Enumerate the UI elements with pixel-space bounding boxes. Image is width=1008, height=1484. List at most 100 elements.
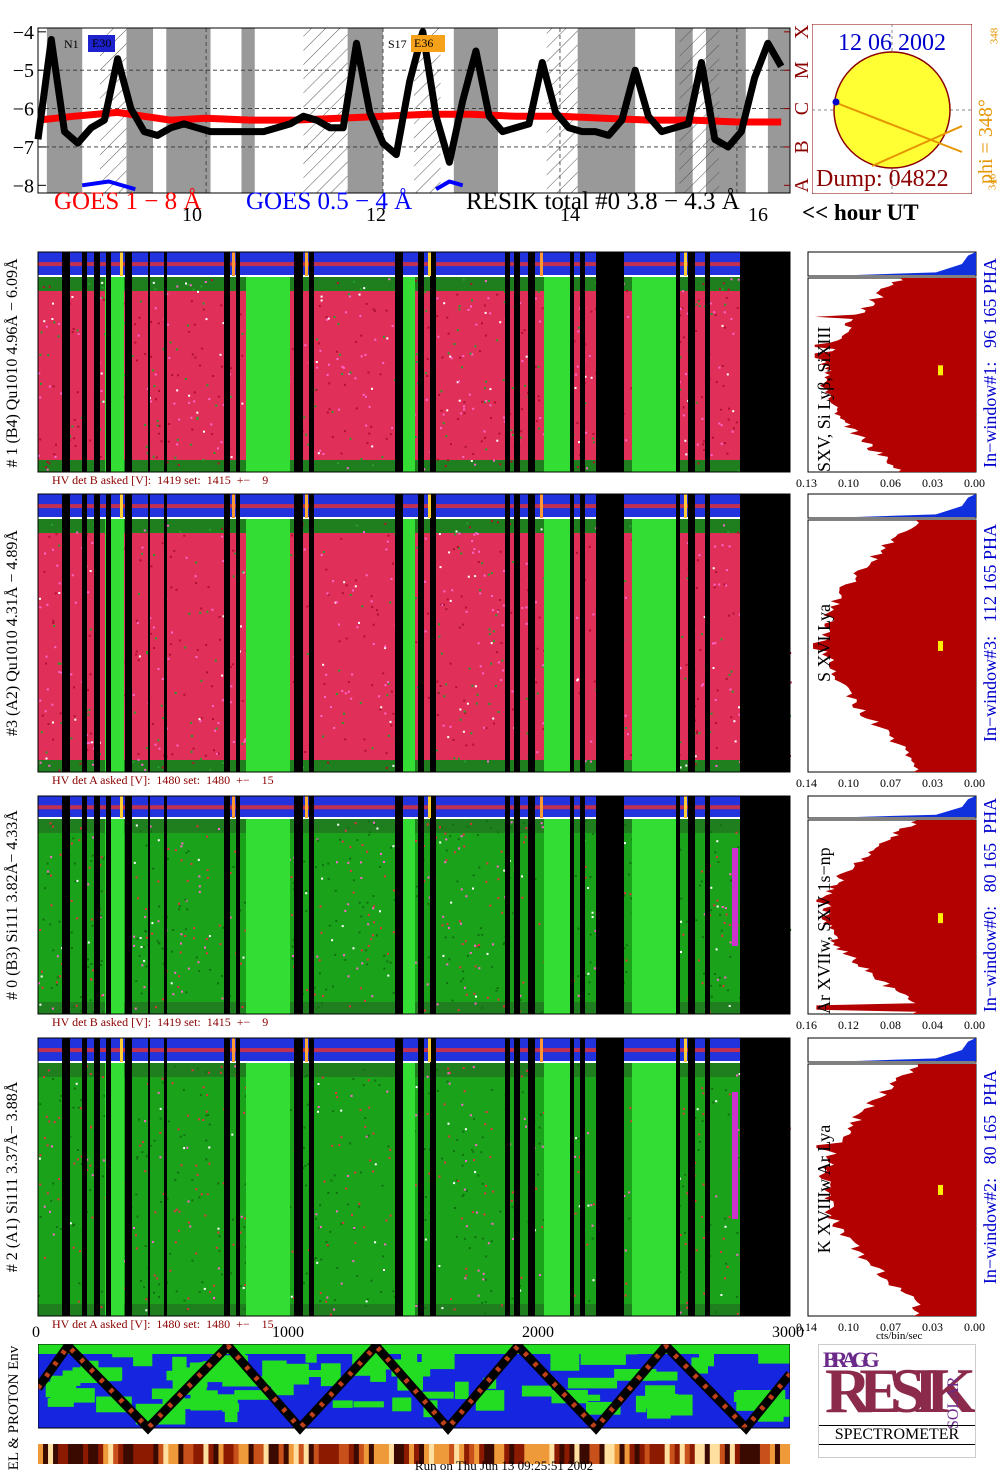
detector-black-stripe [688, 252, 695, 472]
detector-speckle [167, 848, 170, 850]
detector-speckle [484, 280, 487, 283]
detector-speckle [470, 732, 473, 735]
env-colorbar-segment [278, 1444, 285, 1464]
detector-speckle [446, 922, 449, 925]
detector-speckle [242, 956, 245, 959]
detector-speckle [290, 1295, 293, 1298]
detector-speckle [179, 639, 182, 642]
env-colorbar-segment [739, 1444, 746, 1464]
detector-speckle [461, 1195, 464, 1198]
detector-top-spark [120, 252, 123, 276]
detector-speckle [703, 449, 706, 451]
detector-speckle [450, 357, 453, 360]
class-tick-label: C [791, 102, 813, 115]
env-colorbar-segment [549, 1444, 555, 1464]
detector-speckle [137, 758, 140, 761]
detector-speckle [306, 1103, 309, 1106]
detector-speckle [379, 373, 382, 376]
env-colorbar-segment [499, 1444, 505, 1464]
detector-speckle [292, 938, 295, 941]
detector-speckle [72, 837, 75, 840]
detector-speckle [442, 413, 445, 416]
spectrum-fill [816, 1064, 976, 1316]
detector-speckle [60, 722, 63, 725]
detector-speckle [184, 646, 187, 649]
spectrum-tick-label: 0.08 [880, 1018, 901, 1032]
detector-speckle [151, 723, 154, 726]
detector-speckle [521, 408, 524, 411]
detector-speckle [205, 643, 208, 646]
detector-speckle [206, 952, 208, 955]
detector-speckle [187, 1221, 190, 1224]
detector-black-stripe [125, 1038, 132, 1316]
detector-speckle [91, 542, 94, 545]
detector-speckle [159, 1156, 162, 1159]
env-colorbar-segment [373, 1444, 380, 1464]
detector-speckle [131, 354, 134, 357]
logo-bragg: BRAGG [823, 1347, 880, 1372]
detector-speckle [333, 316, 336, 318]
detector-speckle [368, 405, 371, 408]
detector-speckle [490, 1128, 493, 1131]
detector-speckle [442, 954, 445, 957]
detector-speckle [714, 699, 717, 701]
detector-speckle [436, 680, 439, 683]
detector-speckle [87, 591, 90, 594]
detector-speckle [629, 1107, 632, 1110]
detector-speckle [317, 1106, 320, 1108]
detector-speckle [441, 924, 444, 927]
detector-speckle [343, 712, 346, 715]
detector-speckle [477, 561, 480, 564]
detector-speckle [180, 845, 183, 848]
detector-speckle [142, 946, 145, 949]
detector-speckle [483, 430, 486, 433]
detector-speckle [511, 1238, 514, 1240]
detector-speckle [695, 401, 698, 404]
detector-speckle [686, 312, 689, 315]
detector-black-stripe [705, 796, 710, 1014]
legend-goes-short: GOES 0.5 − 4 Å [246, 188, 413, 215]
detector-speckle [186, 1146, 189, 1149]
detector-speckle [474, 1002, 477, 1005]
detector-frame [37, 251, 791, 473]
detector-speckle [139, 300, 142, 303]
detector-speckle [456, 381, 459, 384]
detector-speckle [340, 1282, 343, 1285]
detector-speckle [510, 821, 513, 824]
detector-speckle [471, 1148, 473, 1151]
detector-speckle [710, 995, 713, 998]
detector-speckle [710, 984, 713, 987]
detector-speckle [700, 396, 703, 399]
detector-speckle [587, 972, 590, 975]
detector-speckle [239, 1231, 242, 1234]
detector-speckle [141, 763, 144, 766]
detector-speckle [536, 751, 539, 754]
detector-speckle [540, 528, 543, 531]
hour-axis-label: << hour UT [802, 200, 919, 225]
detector-speckle [452, 823, 454, 826]
env-colorbar-segment [734, 1444, 741, 1464]
detector-speckle [292, 681, 295, 683]
detector-speckle [145, 1298, 148, 1301]
detector-speckle [318, 972, 321, 975]
detector-speckle [364, 749, 367, 752]
detector-speckle [497, 610, 500, 613]
detector-black-stripe [82, 494, 87, 772]
detector-speckle [463, 405, 465, 408]
detector-speckle [198, 890, 201, 893]
detector-speckle [697, 959, 700, 962]
detector-speckle [329, 1313, 332, 1316]
detector-speckle [685, 663, 688, 666]
detector-speckle [47, 723, 50, 725]
detector-speckle [123, 547, 126, 550]
detector-speckle [698, 554, 701, 557]
detector-speckle [200, 679, 203, 682]
detector-speckle [490, 662, 493, 665]
detector-speckle [449, 662, 452, 665]
detector-speckle [573, 340, 576, 343]
detector-speckle [243, 1111, 245, 1114]
detector-speckle [444, 936, 447, 939]
detector-speckle [143, 959, 146, 962]
detector-speckle [716, 689, 719, 692]
detector-speckle [442, 724, 445, 727]
